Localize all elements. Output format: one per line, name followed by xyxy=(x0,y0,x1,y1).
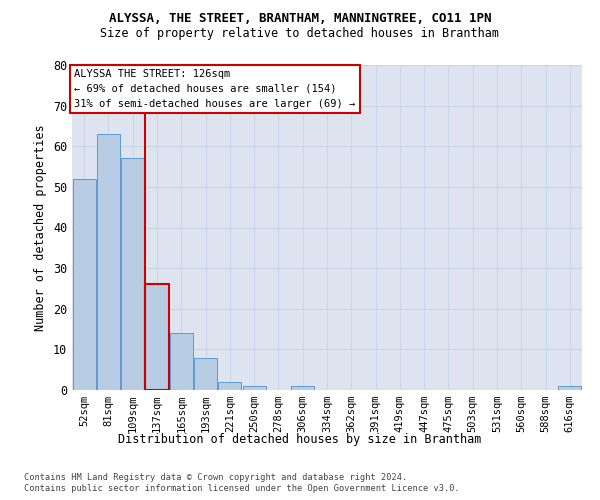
Y-axis label: Number of detached properties: Number of detached properties xyxy=(34,124,47,331)
Bar xyxy=(291,386,314,390)
Text: Contains HM Land Registry data © Crown copyright and database right 2024.: Contains HM Land Registry data © Crown c… xyxy=(24,472,407,482)
Bar xyxy=(97,134,120,390)
Text: Contains public sector information licensed under the Open Government Licence v3: Contains public sector information licen… xyxy=(24,484,460,493)
Bar xyxy=(559,386,581,390)
Bar xyxy=(121,158,144,390)
Bar xyxy=(242,386,266,390)
Bar xyxy=(170,333,193,390)
Text: ALYSSA THE STREET: 126sqm
← 69% of detached houses are smaller (154)
31% of semi: ALYSSA THE STREET: 126sqm ← 69% of detac… xyxy=(74,69,356,108)
Bar xyxy=(218,382,241,390)
Text: Size of property relative to detached houses in Brantham: Size of property relative to detached ho… xyxy=(101,28,499,40)
Text: ALYSSA, THE STREET, BRANTHAM, MANNINGTREE, CO11 1PN: ALYSSA, THE STREET, BRANTHAM, MANNINGTRE… xyxy=(109,12,491,26)
Bar xyxy=(73,179,95,390)
Bar xyxy=(145,284,169,390)
Bar xyxy=(194,358,217,390)
Text: Distribution of detached houses by size in Brantham: Distribution of detached houses by size … xyxy=(118,432,482,446)
